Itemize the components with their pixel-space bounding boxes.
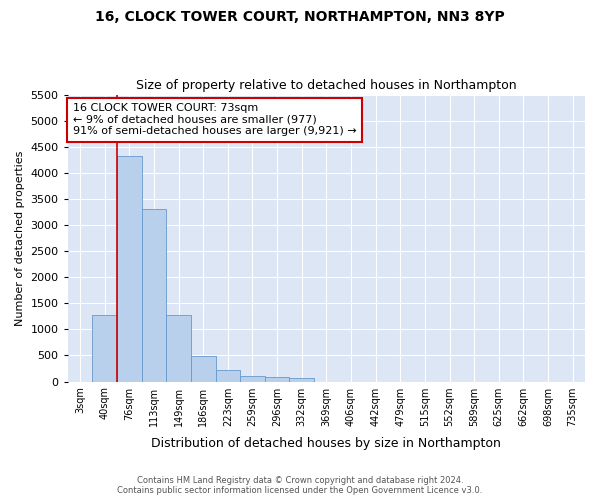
Y-axis label: Number of detached properties: Number of detached properties: [15, 150, 25, 326]
Bar: [92, 316, 117, 382]
Bar: [265, 377, 289, 382]
Bar: [117, 156, 142, 382]
Text: Contains HM Land Registry data © Crown copyright and database right 2024.
Contai: Contains HM Land Registry data © Crown c…: [118, 476, 482, 495]
Bar: [142, 210, 166, 382]
Title: Size of property relative to detached houses in Northampton: Size of property relative to detached ho…: [136, 79, 517, 92]
Bar: [289, 378, 314, 382]
Text: 16 CLOCK TOWER COURT: 73sqm
← 9% of detached houses are smaller (977)
91% of sem: 16 CLOCK TOWER COURT: 73sqm ← 9% of deta…: [73, 103, 356, 136]
Bar: [215, 370, 240, 382]
Text: 16, CLOCK TOWER COURT, NORTHAMPTON, NN3 8YP: 16, CLOCK TOWER COURT, NORTHAMPTON, NN3 …: [95, 10, 505, 24]
Bar: [240, 376, 265, 382]
X-axis label: Distribution of detached houses by size in Northampton: Distribution of detached houses by size …: [151, 437, 501, 450]
Bar: [166, 314, 191, 382]
Bar: [191, 356, 215, 382]
